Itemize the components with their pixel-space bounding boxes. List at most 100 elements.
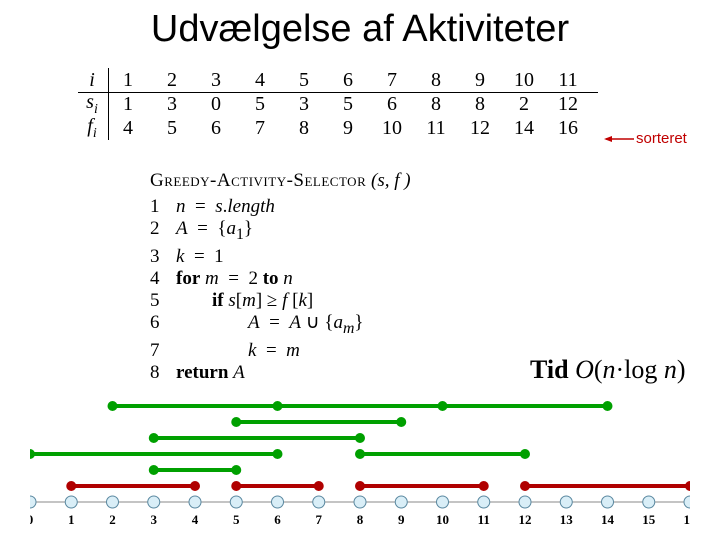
- line-number: 7: [150, 340, 176, 362]
- axis-point: [478, 496, 490, 508]
- table-cell: 14: [502, 117, 546, 140]
- axis-tick-label: 6: [274, 512, 281, 527]
- table-cell: 4: [106, 117, 150, 140]
- line-body: k = m: [176, 340, 300, 362]
- pseudocode-line: 4for m = 2 to n: [150, 268, 411, 290]
- axis-point: [684, 496, 690, 508]
- table-cell: 10: [370, 117, 414, 140]
- table-row: fi4567891011121416: [78, 116, 590, 140]
- table-cell: 3: [194, 69, 238, 92]
- axis-tick-label: 16: [684, 512, 691, 527]
- axis-point: [148, 496, 160, 508]
- time-complexity: Tid O(n·log n): [530, 355, 686, 385]
- line-body: A = {a1}: [176, 218, 253, 246]
- table-cell: 5: [282, 69, 326, 92]
- table-row: i1234567891011: [78, 68, 590, 92]
- pseudocode-line: 3k = 1: [150, 246, 411, 268]
- axis-point: [313, 496, 325, 508]
- axis-point: [107, 496, 119, 508]
- line-body: A = A ∪ {am}: [176, 312, 364, 340]
- sorteret-label: sorteret: [636, 130, 687, 147]
- axis-tick-label: 5: [233, 512, 240, 527]
- line-body: k = 1: [176, 246, 224, 268]
- table-cell: 16: [546, 117, 590, 140]
- line-number: 3: [150, 246, 176, 268]
- table-row: si130535688212: [78, 92, 590, 116]
- axis-point: [272, 496, 284, 508]
- line-number: 1: [150, 196, 176, 218]
- table-cell: 8: [414, 93, 458, 116]
- axis-tick-label: 7: [316, 512, 323, 527]
- axis-point: [602, 496, 614, 508]
- interval-chart: 012345678910111213141516: [30, 392, 690, 532]
- table-cell: 4: [238, 69, 282, 92]
- table-cell: 2: [150, 69, 194, 92]
- slide-title: Udvælgelse af Aktiviteter: [0, 8, 720, 51]
- table-cell: 1: [106, 93, 150, 116]
- axis-point: [65, 496, 77, 508]
- pseudocode: Greedy-Activity-Selector (s, f )1n = s.l…: [150, 170, 411, 384]
- pseudocode-line: 7k = m: [150, 340, 411, 362]
- axis-tick-label: 14: [601, 512, 615, 527]
- sorteret-annotation: sorteret: [604, 130, 687, 147]
- line-number: 4: [150, 268, 176, 290]
- interval: [355, 481, 489, 491]
- axis-tick-label: 3: [151, 512, 158, 527]
- pseudocode-line: 5if s[m] ≥ f [k]: [150, 290, 411, 312]
- pseudocode-line: 8return A: [150, 362, 411, 384]
- line-number: 2: [150, 218, 176, 246]
- table-cell: 5: [238, 93, 282, 116]
- table-cell: 5: [150, 117, 194, 140]
- interval: [355, 449, 530, 459]
- axis-point: [395, 496, 407, 508]
- axis-tick-label: 10: [436, 512, 449, 527]
- interval: [149, 433, 365, 443]
- table-cell: 12: [546, 93, 590, 116]
- pseudocode-line: 6A = A ∪ {am}: [150, 312, 411, 340]
- line-number: 6: [150, 312, 176, 340]
- line-body: for m = 2 to n: [176, 268, 293, 290]
- axis-tick-label: 0: [30, 512, 33, 527]
- table-cell: 11: [414, 117, 458, 140]
- line-body: return A: [176, 362, 245, 384]
- table-cell: 9: [458, 69, 502, 92]
- axis-point: [230, 496, 242, 508]
- line-number: 8: [150, 362, 176, 384]
- table-cell: 1: [106, 69, 150, 92]
- table-cell: 7: [238, 117, 282, 140]
- axis-tick-label: 12: [519, 512, 532, 527]
- table-cell: 3: [282, 93, 326, 116]
- axis-tick-label: 15: [642, 512, 656, 527]
- arrow-left-icon: [604, 133, 634, 145]
- axis-point: [437, 496, 449, 508]
- line-body: n = s.length: [176, 196, 275, 218]
- axis-point: [189, 496, 201, 508]
- axis-tick-label: 1: [68, 512, 75, 527]
- table-cell: 11: [546, 69, 590, 92]
- axis-tick-label: 8: [357, 512, 364, 527]
- axis-point: [30, 496, 36, 508]
- axis-tick-label: 11: [478, 512, 490, 527]
- axis-tick-label: 4: [192, 512, 199, 527]
- axis-point: [560, 496, 572, 508]
- table-cell: 12: [458, 117, 502, 140]
- table-row-head: i: [78, 69, 106, 92]
- table-cell: 8: [282, 117, 326, 140]
- interval: [520, 481, 690, 491]
- table-cell: 9: [326, 117, 370, 140]
- table-cell: 6: [194, 117, 238, 140]
- pseudocode-line: 2A = {a1}: [150, 218, 411, 246]
- table-row-head: fi: [78, 115, 106, 142]
- table-cell: 6: [370, 93, 414, 116]
- table-cell: 7: [370, 69, 414, 92]
- table-row-head: si: [78, 91, 106, 118]
- table-cell: 8: [414, 69, 458, 92]
- table-cell: 10: [502, 69, 546, 92]
- axis-tick-label: 9: [398, 512, 405, 527]
- interval: [108, 401, 613, 411]
- table-cell: 5: [326, 93, 370, 116]
- table-cell: 3: [150, 93, 194, 116]
- table-cell: 8: [458, 93, 502, 116]
- interval: [66, 481, 200, 491]
- interval: [231, 417, 406, 427]
